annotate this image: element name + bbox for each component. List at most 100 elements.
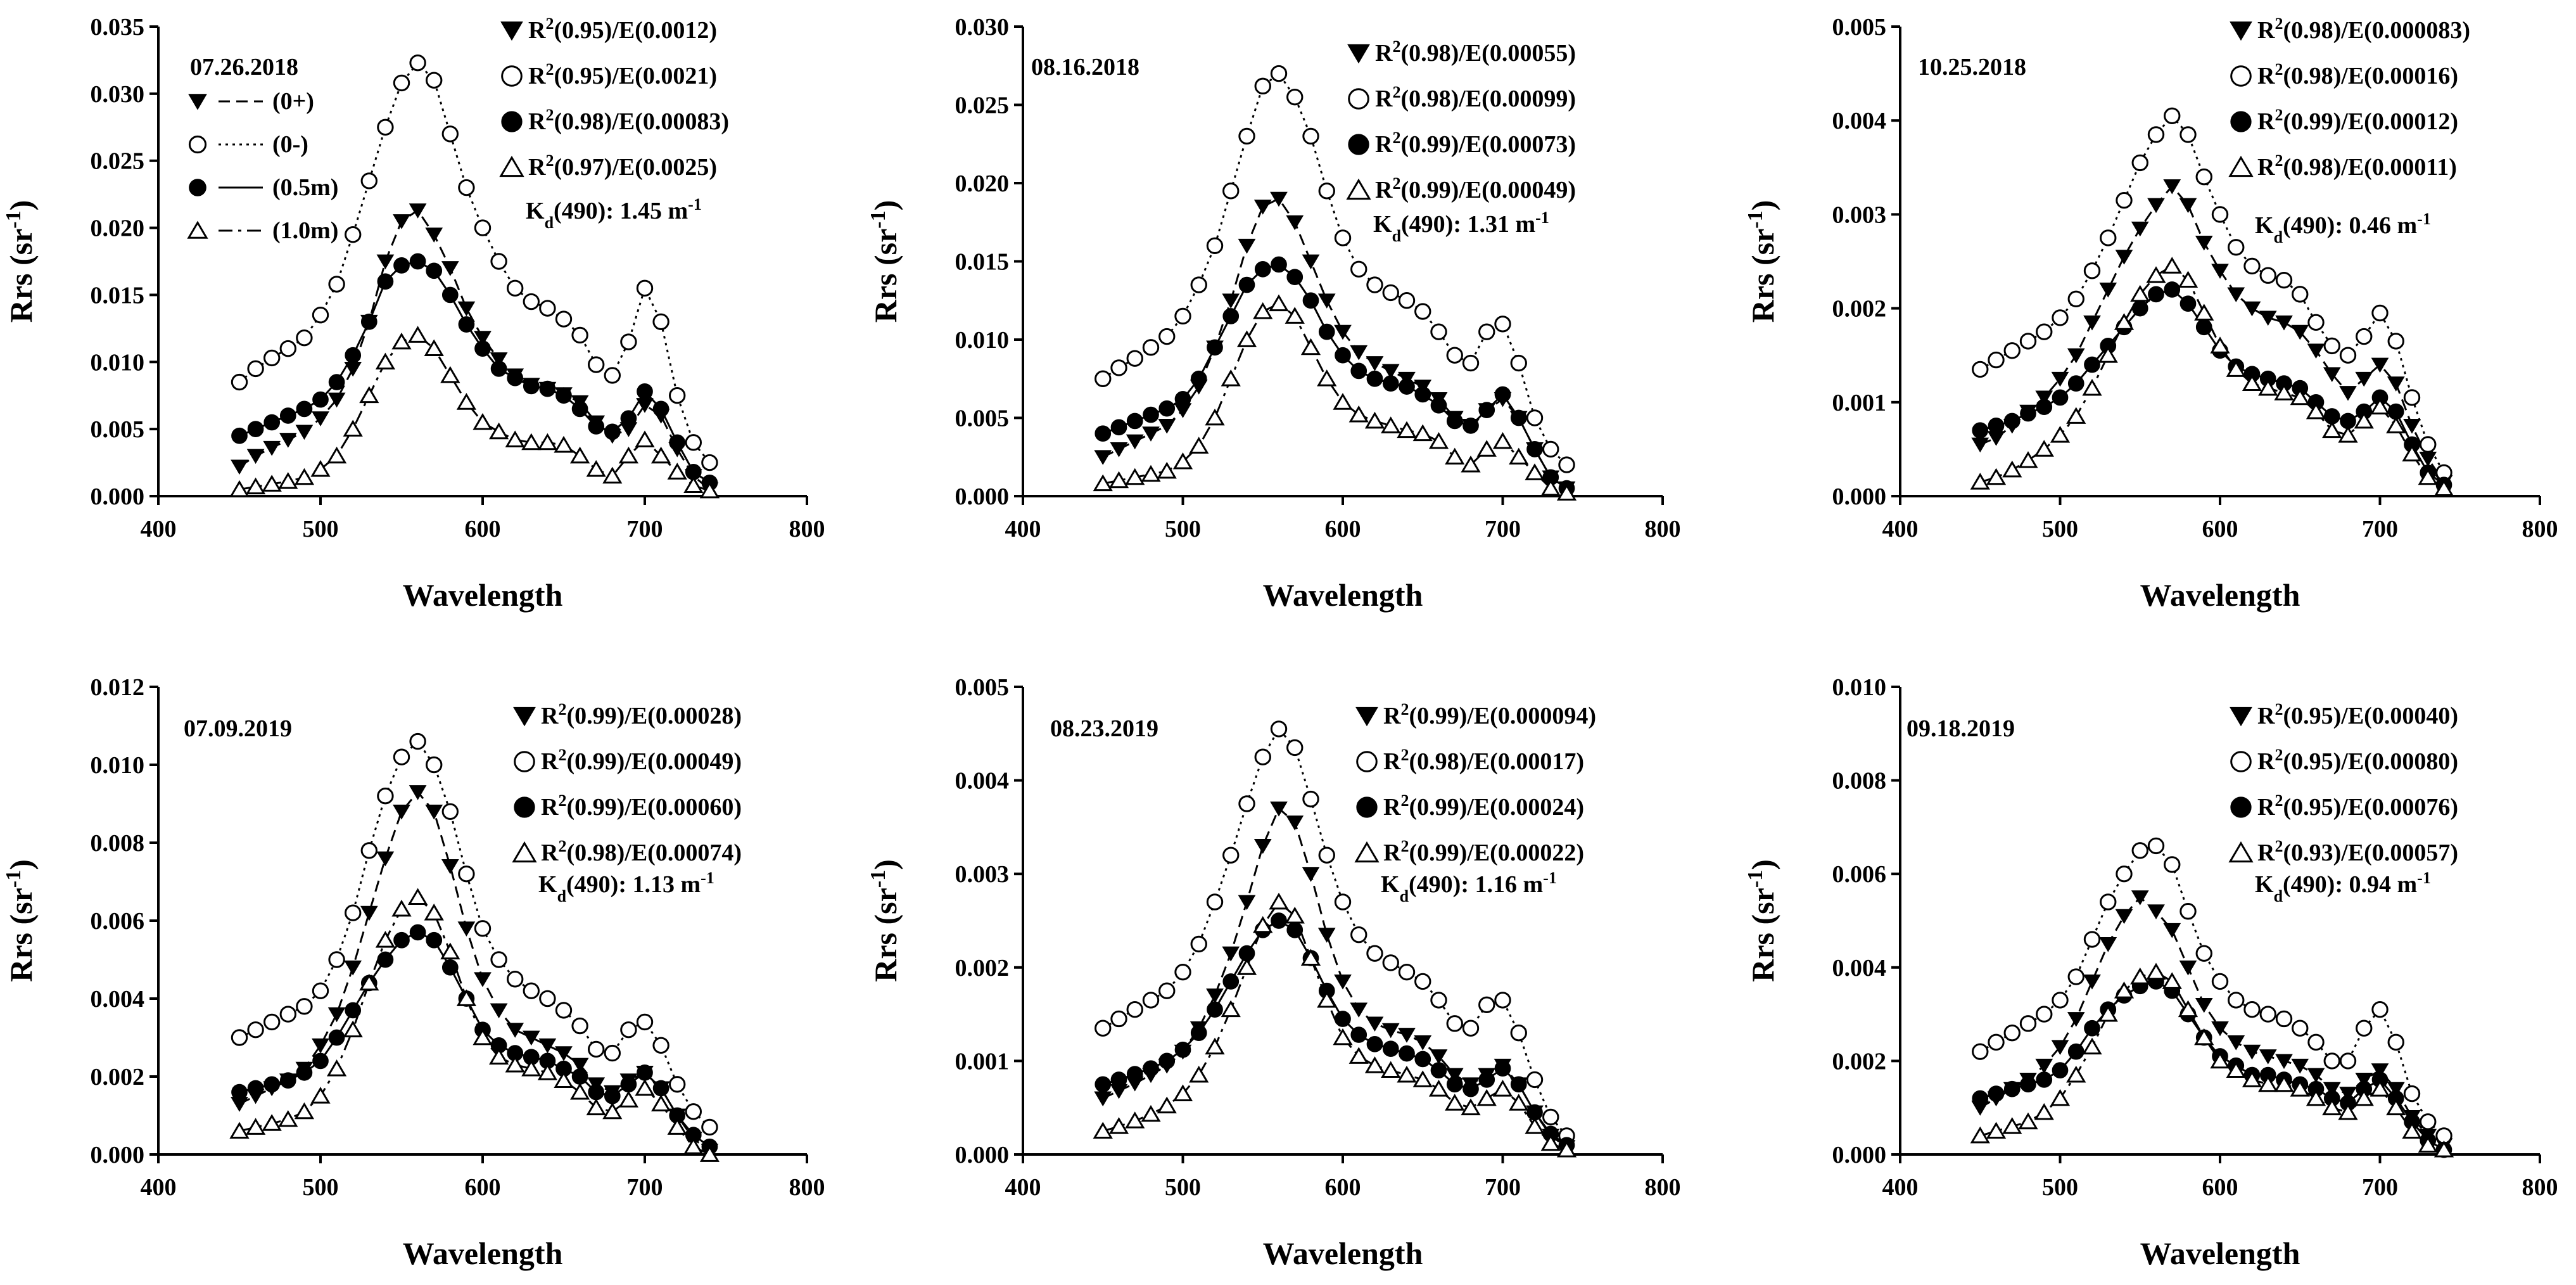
data-point — [1350, 1002, 1368, 1018]
data-point — [2003, 412, 2021, 430]
data-point — [1142, 426, 1160, 442]
data-point — [1398, 292, 1416, 309]
data-point — [1286, 921, 1304, 938]
data-point — [1476, 1089, 1497, 1106]
data-point — [326, 1059, 347, 1077]
data-point — [457, 301, 476, 317]
data-point — [1350, 926, 1367, 943]
data-point — [1221, 369, 1241, 387]
data-point — [2195, 997, 2213, 1013]
data-point — [2243, 1044, 2261, 1060]
data-point — [1108, 1117, 1129, 1134]
stats-label: R2(0.98)/E(0.00083) — [528, 106, 729, 136]
chart-panel: 400 500 600 700 800 0.000 0.001 0.002 0.003 0.004… — [866, 674, 1681, 1271]
stats-legend-marker — [2228, 841, 2254, 863]
data-point — [359, 973, 379, 991]
data-point — [457, 921, 476, 937]
y-tick-label: 0.000 — [955, 483, 1010, 510]
data-point — [231, 459, 248, 475]
data-point — [2003, 1024, 2021, 1042]
data-point — [2291, 1058, 2309, 1074]
data-point — [667, 1118, 687, 1135]
data-point — [652, 1080, 669, 1097]
data-point — [2195, 235, 2213, 251]
panel-date: 08.23.2019 — [1050, 715, 1158, 742]
x-tick-label: 400 — [1882, 1174, 1919, 1201]
data-point — [1190, 935, 1207, 953]
data-point — [1972, 1090, 1989, 1107]
data-point — [425, 227, 443, 243]
data-point — [1525, 463, 1545, 480]
data-point — [1382, 1040, 1399, 1058]
data-point — [1381, 1061, 1401, 1078]
data-point — [343, 419, 363, 437]
kd-label: Kd(490): 0.94 m-1 — [2255, 869, 2431, 905]
data-point — [2019, 1015, 2037, 1032]
data-point — [2356, 1020, 2373, 1037]
data-point — [2036, 1071, 2053, 1088]
data-point — [539, 990, 556, 1007]
series-line — [239, 790, 711, 1152]
data-point — [458, 179, 475, 196]
data-point — [409, 253, 426, 270]
data-point — [1318, 182, 1335, 200]
data-point — [2050, 1089, 2071, 1106]
data-point — [2210, 336, 2230, 354]
data-point — [1158, 400, 1176, 417]
data-point — [2083, 315, 2101, 331]
stats-legend-marker — [1348, 88, 1369, 110]
data-point — [2052, 309, 2069, 326]
x-tick-label: 700 — [627, 1174, 663, 1201]
data-point — [571, 1068, 588, 1085]
data-point — [360, 842, 378, 859]
data-point — [1174, 307, 1191, 325]
y-tick-label: 0.000 — [91, 483, 145, 510]
data-point — [1270, 191, 1288, 207]
stats-label: R2(0.99)/E(0.00022) — [1383, 837, 1584, 867]
data-point — [1526, 409, 1544, 426]
y-tick-label: 0.005 — [91, 416, 145, 443]
data-point — [1238, 895, 1256, 911]
data-point — [231, 1029, 248, 1046]
data-point — [1269, 294, 1289, 312]
data-point — [1334, 229, 1352, 246]
data-point — [555, 1046, 573, 1061]
x-tick-label: 400 — [1882, 516, 1919, 542]
data-point — [2322, 421, 2342, 438]
data-point — [2403, 1085, 2421, 1103]
data-point — [1542, 1108, 1559, 1126]
data-point — [1126, 1001, 1143, 1018]
data-point — [2356, 328, 2373, 345]
data-point — [1366, 1016, 1384, 1032]
x-tick-label: 500 — [2042, 516, 2078, 542]
data-point — [2433, 479, 2454, 497]
data-point — [262, 1114, 282, 1131]
data-point — [1972, 422, 1989, 439]
data-point — [2148, 286, 2164, 303]
data-point — [1430, 397, 1447, 414]
data-point — [2307, 1068, 2325, 1084]
data-point — [1254, 77, 1271, 95]
data-point — [278, 1109, 298, 1127]
data-point — [1302, 127, 1319, 145]
data-point — [1348, 1047, 1369, 1064]
data-point — [474, 219, 492, 236]
x-tick-label: 500 — [303, 516, 339, 542]
data-point — [1333, 1028, 1353, 1045]
data-point — [2387, 1033, 2404, 1051]
data-point — [375, 352, 396, 370]
data-point — [1462, 1020, 1480, 1037]
data-point — [2228, 992, 2245, 1009]
data-point — [231, 373, 248, 391]
stats-legend-marker — [513, 706, 536, 727]
data-point — [2147, 198, 2165, 214]
legend-marker — [188, 135, 207, 154]
y-axis-title: Rrs (sr-1) — [2, 859, 39, 982]
data-point — [409, 54, 426, 72]
data-point — [1382, 284, 1399, 302]
data-point — [2084, 356, 2100, 373]
data-point — [2194, 1028, 2214, 1045]
data-point — [2339, 1052, 2357, 1070]
data-point — [1238, 127, 1255, 145]
x-axis-title: Wavelength — [1263, 577, 1423, 613]
